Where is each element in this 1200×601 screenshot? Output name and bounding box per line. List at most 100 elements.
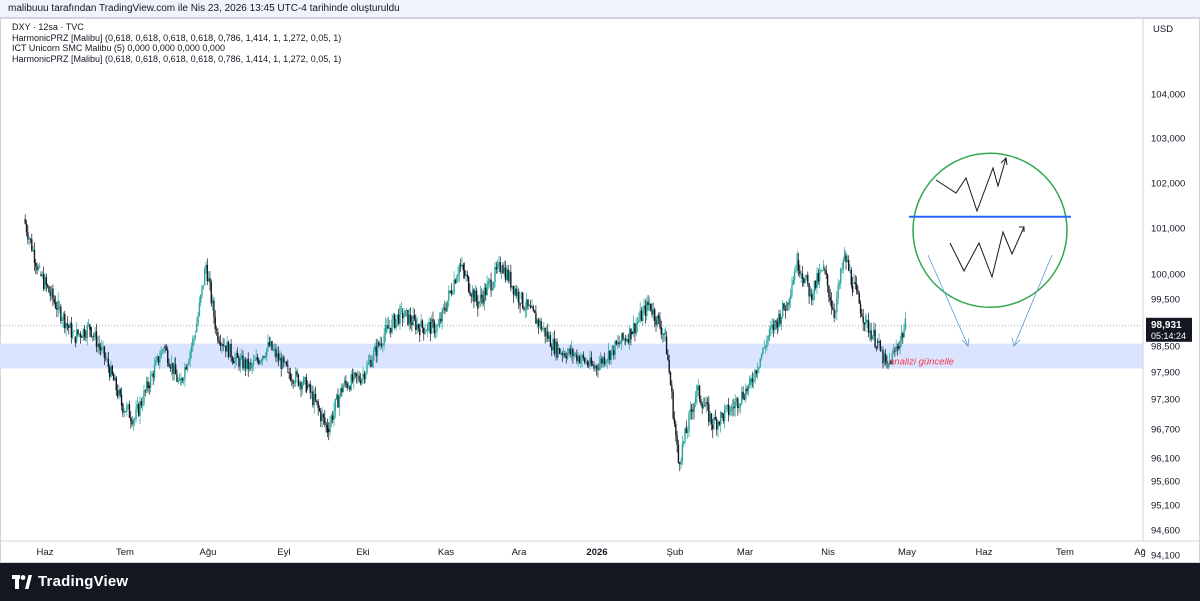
candle-body — [221, 344, 223, 347]
price-chart[interactable]: analizi güncelle USD 104,000 103,000 102,000… — [0, 18, 1200, 563]
candle — [310, 385, 313, 399]
candle-body — [805, 274, 808, 279]
candle — [836, 291, 838, 321]
candle — [738, 403, 740, 413]
legend-symbol[interactable]: DXY · 12sa · TVC — [12, 22, 84, 32]
candle-body — [156, 356, 158, 360]
legend-indicator-1[interactable]: HarmonicPRZ [Malibu] (0,618, 0,618, 0,61… — [12, 32, 342, 43]
candle — [869, 322, 871, 341]
candle-body — [698, 385, 701, 399]
candle-body — [182, 378, 185, 381]
candle — [491, 281, 494, 292]
candle-body — [498, 261, 500, 265]
candle — [106, 352, 108, 363]
candle — [801, 265, 804, 287]
candle-body — [878, 340, 880, 343]
candle — [737, 396, 739, 416]
chart-legend: DXY · 12sa · TVC HarmonicPRZ [Malibu] (0… — [12, 22, 341, 64]
candle-body — [704, 405, 706, 407]
candle-body — [520, 292, 523, 299]
candle — [167, 346, 169, 367]
candle-body — [620, 333, 623, 344]
candle-body — [510, 271, 512, 288]
candle-body — [209, 277, 211, 283]
price-tick-label: 95,100 — [1151, 501, 1180, 512]
candle-body — [745, 388, 747, 400]
legend-indicator-2[interactable]: ICT Unicorn SMC Malibu (5) 0,000 0,000 0… — [12, 43, 225, 53]
candle — [189, 349, 191, 367]
candle — [105, 352, 107, 362]
candle — [861, 309, 863, 317]
tradingview-brand[interactable]: TradingView — [12, 573, 128, 590]
candle-body — [877, 341, 879, 343]
candle-body — [784, 309, 787, 311]
candle — [519, 302, 521, 314]
candle-body — [81, 337, 83, 338]
candle — [891, 349, 893, 366]
candle-body — [124, 411, 127, 413]
candle — [445, 302, 447, 313]
price-tick-label: 103,000 — [1151, 134, 1185, 145]
candle-body — [664, 329, 666, 335]
candle-body — [440, 318, 442, 322]
candle — [659, 312, 661, 330]
candle — [844, 246, 846, 262]
candle — [442, 304, 445, 314]
candle — [54, 295, 57, 310]
candle-body — [222, 344, 224, 347]
candle-body — [396, 314, 399, 320]
candle — [878, 333, 880, 348]
candle — [314, 386, 317, 403]
candle — [586, 359, 589, 368]
candle — [250, 358, 252, 371]
candle-body — [41, 274, 44, 276]
candle-body — [295, 371, 297, 383]
candle-body — [289, 373, 292, 381]
candle — [425, 328, 428, 332]
chart-caption: malibuuu tarafından TradingView.com ile … — [0, 0, 1200, 18]
candle-body — [870, 330, 872, 340]
candle — [284, 361, 286, 364]
candle — [544, 327, 546, 344]
candle — [565, 352, 567, 364]
candle — [807, 271, 809, 287]
candle — [380, 337, 383, 349]
candle-body — [813, 280, 816, 294]
candle — [388, 320, 391, 335]
candle-body — [137, 404, 140, 416]
candle — [283, 355, 285, 368]
candle — [231, 355, 234, 365]
candle-body — [210, 282, 212, 304]
candle — [160, 346, 162, 359]
candle-body — [887, 363, 889, 368]
candle-body — [586, 361, 589, 365]
candle — [584, 357, 586, 365]
candle — [46, 283, 49, 289]
candle — [477, 295, 479, 317]
candle — [788, 297, 790, 310]
candle — [515, 284, 517, 299]
projection-arrowhead-left — [961, 337, 970, 347]
time-tick-label: Mar — [737, 547, 753, 558]
candle — [86, 321, 88, 346]
candle-body — [64, 313, 66, 329]
candle-body — [343, 380, 346, 386]
candle — [874, 323, 876, 349]
candle — [609, 349, 611, 365]
legend-indicator-3[interactable]: HarmonicPRZ [Malibu] (0,618, 0,618, 0,61… — [12, 53, 342, 64]
candle-body — [196, 324, 198, 332]
time-tick-label: Ağ — [1134, 547, 1146, 558]
candle — [713, 413, 715, 430]
candle — [536, 318, 538, 328]
candle — [485, 283, 487, 301]
candle-body — [816, 273, 818, 288]
candle-body — [384, 324, 387, 335]
candle — [845, 252, 847, 270]
candle-body — [283, 357, 285, 363]
candle — [371, 355, 373, 368]
candle — [504, 260, 507, 283]
candle — [35, 259, 37, 275]
candle — [712, 418, 714, 438]
candle-body — [851, 285, 854, 293]
candle-body — [713, 417, 715, 424]
